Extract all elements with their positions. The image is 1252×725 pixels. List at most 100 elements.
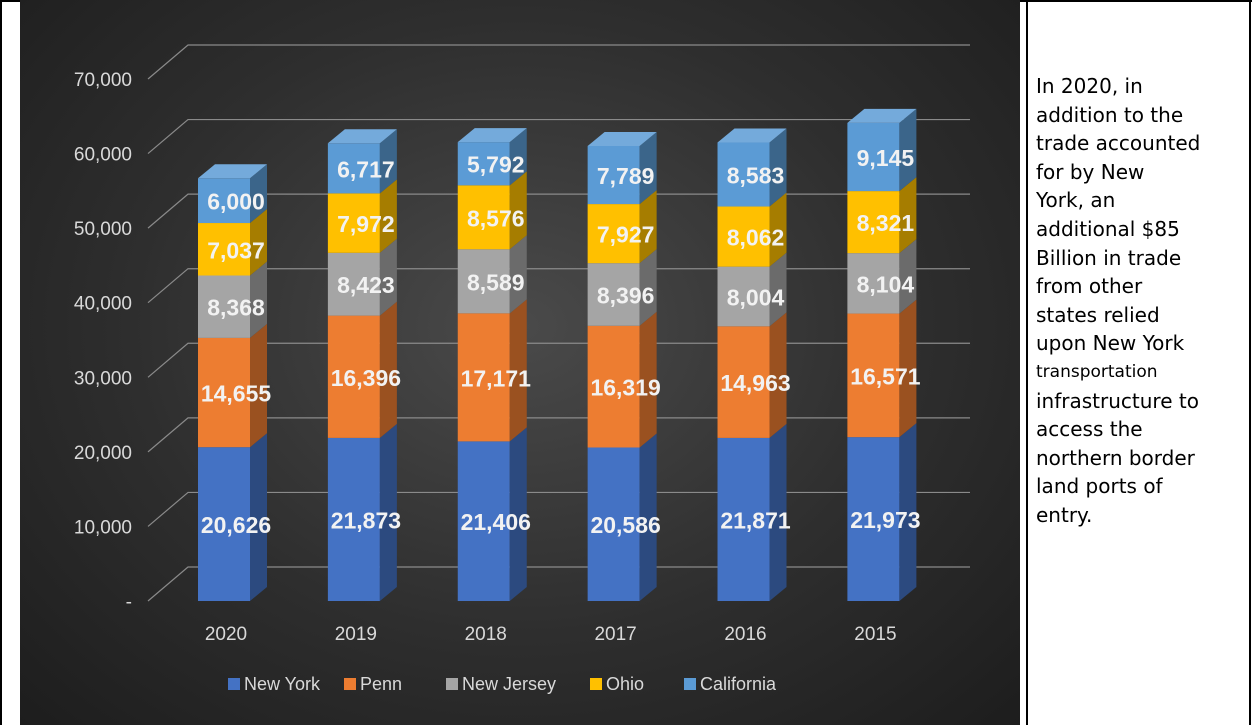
annotation-line: upon New York	[1036, 331, 1185, 356]
y-tick-label: 30,000	[74, 368, 132, 389]
x-tick-label: 2017	[594, 624, 636, 645]
bar-side	[769, 128, 787, 207]
bar-side	[250, 323, 267, 448]
legend-swatch	[590, 678, 602, 690]
bar-side	[899, 423, 917, 601]
bar-side	[639, 311, 657, 448]
gridline	[147, 342, 970, 378]
bar-segment	[457, 142, 510, 186]
bar-top	[717, 128, 787, 143]
data-label: 17,171	[461, 365, 532, 391]
annotation-line: infrastructure to	[1036, 388, 1199, 413]
bar-top	[457, 128, 527, 143]
right-border	[1249, 0, 1251, 725]
bar-side	[769, 192, 787, 267]
data-label: 8,004	[727, 284, 785, 310]
legend-swatch	[228, 678, 240, 690]
data-label: 6,717	[337, 156, 395, 182]
legend-swatch	[684, 678, 696, 690]
gridline	[147, 566, 970, 602]
bar-top	[327, 129, 397, 144]
y-tick-label: 70,000	[74, 70, 132, 91]
bar-segment	[717, 437, 770, 601]
bar-side	[250, 209, 267, 276]
annotation-text: In 2020, in addition to the trade accoun…	[1036, 72, 1248, 530]
bar-side	[899, 108, 917, 192]
data-label: 8,321	[857, 210, 915, 236]
legend-swatch	[446, 678, 458, 690]
x-tick-label: 2016	[724, 624, 766, 645]
data-label: 14,655	[201, 381, 272, 407]
bar-segment	[847, 437, 900, 601]
annotation-line: In 2020, in	[1036, 74, 1143, 98]
gridline	[147, 417, 970, 453]
bar-segment	[717, 206, 770, 267]
bar-segment	[457, 185, 510, 250]
data-label: 6,000	[207, 189, 265, 215]
bar-segment	[847, 253, 900, 314]
data-label: 16,396	[331, 365, 401, 391]
gridline	[147, 44, 970, 80]
bar-segment	[717, 266, 770, 327]
y-tick-label: 60,000	[74, 145, 132, 166]
data-label: 16,571	[850, 363, 921, 389]
bar-side	[509, 299, 527, 442]
bar-top	[587, 131, 657, 146]
legend-label: California	[700, 674, 777, 694]
data-label: 8,104	[857, 271, 915, 297]
bar-side	[509, 235, 527, 314]
legend-label: Penn	[360, 674, 402, 694]
bar-segment	[457, 441, 510, 601]
annotation-line: additional $85	[1036, 216, 1180, 241]
bar-segment	[327, 437, 380, 601]
data-label: 7,037	[207, 237, 265, 263]
data-label: 8,589	[467, 269, 525, 295]
bar-segment	[457, 313, 510, 442]
bar-side	[769, 252, 787, 327]
legend-label: Ohio	[606, 674, 644, 694]
data-label: 7,972	[337, 211, 395, 237]
x-tick-label: 2019	[335, 624, 377, 645]
annotation-line: Billion in trade	[1036, 245, 1182, 270]
data-label: 20,586	[590, 512, 660, 538]
annotation-line: transportation	[1036, 361, 1158, 382]
gridline	[147, 193, 970, 229]
annotation-line: York, an	[1036, 188, 1116, 213]
annotation-line: access the	[1036, 417, 1143, 442]
bar-segment	[198, 337, 250, 448]
bar-side	[639, 131, 657, 205]
legend-label: New York	[244, 674, 321, 694]
bar-segment	[198, 447, 250, 601]
left-border	[0, 0, 2, 725]
annotation-line: entry.	[1036, 502, 1093, 527]
bar-side	[769, 423, 787, 601]
bar-segment	[198, 275, 250, 338]
bar-segment	[327, 315, 380, 438]
divider-border	[1026, 0, 1028, 725]
y-tick-label: 20,000	[74, 443, 132, 464]
bar-side	[509, 427, 527, 601]
bar-side	[639, 190, 657, 264]
bar-segment	[587, 204, 640, 264]
bar-top	[198, 164, 267, 179]
annotation-line: trade accounted	[1036, 131, 1201, 156]
data-label: 8,583	[727, 163, 785, 189]
bar-segment	[717, 142, 770, 207]
bar-side	[509, 128, 527, 186]
data-label: 9,145	[857, 145, 915, 171]
bar-segment	[327, 193, 380, 253]
annotation-line: land ports of	[1036, 474, 1163, 499]
annotation-line: states relied	[1036, 302, 1160, 327]
bar-segment	[587, 263, 640, 326]
data-label: 21,406	[461, 509, 531, 535]
data-label: 21,973	[850, 507, 920, 533]
gridline	[147, 268, 970, 304]
data-label: 7,789	[597, 163, 655, 189]
bar-segment	[587, 447, 640, 601]
data-label: 8,576	[467, 205, 525, 231]
data-label: 8,062	[727, 225, 785, 251]
chart-panel: - 10,000 20,000 30,000 40,000 50,000 60,000 70,…	[20, 0, 1020, 725]
data-label: 7,927	[597, 222, 655, 248]
bar-side	[379, 179, 397, 253]
